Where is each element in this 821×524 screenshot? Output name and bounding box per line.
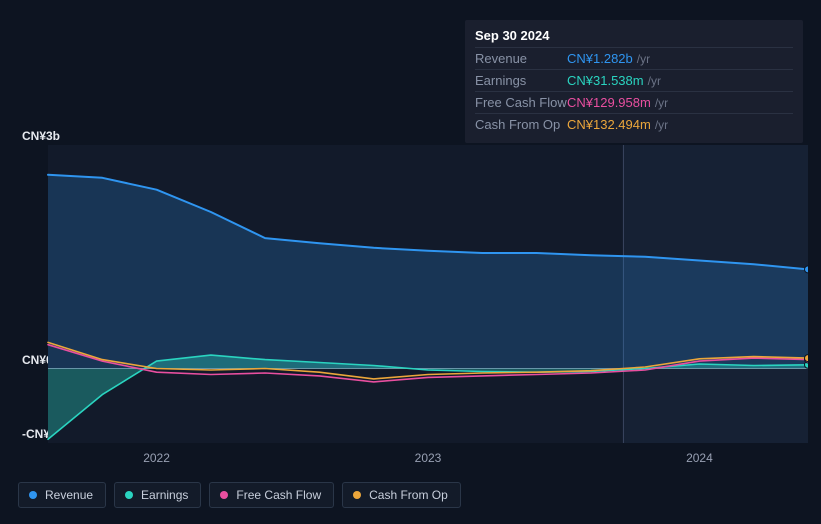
- y-tick-label: CN¥3b: [22, 129, 60, 143]
- chart-svg: [18, 145, 808, 443]
- tooltip-unit: /yr: [655, 118, 668, 132]
- tooltip-label: Cash From Op: [475, 117, 567, 132]
- legend-dot: [220, 491, 228, 499]
- tooltip-value: CN¥31.538m: [567, 73, 644, 88]
- x-tick-label: 2022: [143, 451, 170, 465]
- legend-label: Cash From Op: [369, 488, 448, 502]
- legend-label: Free Cash Flow: [236, 488, 321, 502]
- tooltip-unit: /yr: [655, 96, 668, 110]
- tooltip-label: Free Cash Flow: [475, 95, 567, 110]
- tooltip-unit: /yr: [648, 74, 661, 88]
- tooltip-label: Earnings: [475, 73, 567, 88]
- x-tick-label: 2024: [686, 451, 713, 465]
- legend-dot: [125, 491, 133, 499]
- tooltip-label: Revenue: [475, 51, 567, 66]
- tooltip-row-cfo: Cash From Op CN¥132.494m /yr: [475, 113, 793, 135]
- legend-dot: [29, 491, 37, 499]
- tooltip-row-fcf: Free Cash Flow CN¥129.958m /yr: [475, 91, 793, 113]
- tooltip-row-revenue: Revenue CN¥1.282b /yr: [475, 47, 793, 69]
- tooltip-unit: /yr: [637, 52, 650, 66]
- legend-item-fcf[interactable]: Free Cash Flow: [209, 482, 334, 508]
- chart-tooltip: Sep 30 2024 Revenue CN¥1.282b /yr Earnin…: [465, 20, 803, 143]
- legend-dot: [353, 491, 361, 499]
- tooltip-value: CN¥132.494m: [567, 117, 651, 132]
- tooltip-value: CN¥1.282b: [567, 51, 633, 66]
- legend-label: Revenue: [45, 488, 93, 502]
- legend-item-cfo[interactable]: Cash From Op: [342, 482, 461, 508]
- chart-plot-area[interactable]: [18, 145, 808, 443]
- legend-label: Earnings: [141, 488, 188, 502]
- x-tick-label: 2023: [415, 451, 442, 465]
- tooltip-row-earnings: Earnings CN¥31.538m /yr: [475, 69, 793, 91]
- chart-legend: Revenue Earnings Free Cash Flow Cash Fro…: [18, 482, 461, 508]
- legend-item-earnings[interactable]: Earnings: [114, 482, 201, 508]
- tooltip-value: CN¥129.958m: [567, 95, 651, 110]
- tooltip-date: Sep 30 2024: [475, 26, 793, 47]
- legend-item-revenue[interactable]: Revenue: [18, 482, 106, 508]
